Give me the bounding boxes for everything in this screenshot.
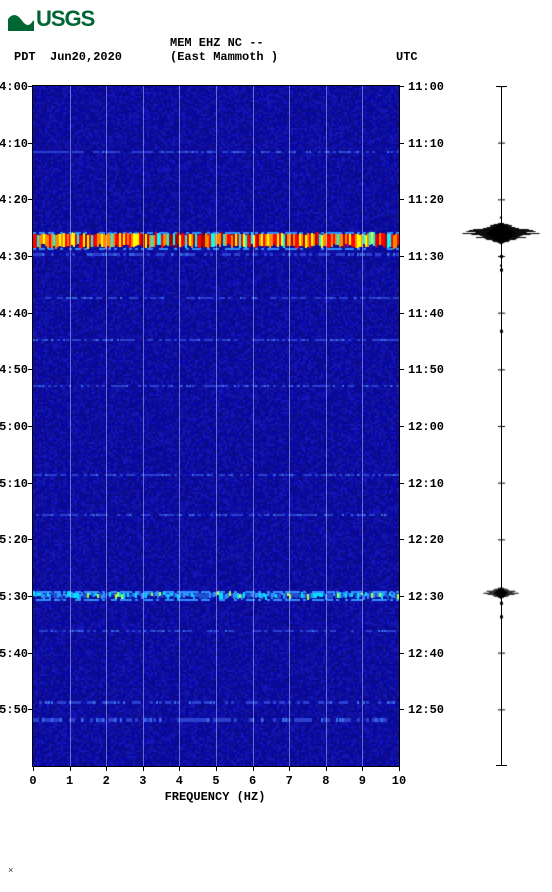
y-tick-mark: [28, 596, 33, 597]
y-tick-mark: [399, 369, 404, 370]
y-tick-mark: [399, 653, 404, 654]
y-tick-mark: [28, 256, 33, 257]
x-tick-mark: [362, 766, 363, 771]
x-tick: 2: [96, 774, 116, 788]
x-tick-mark: [289, 766, 290, 771]
y-tick-left: 05:00: [0, 420, 28, 434]
y-tick-left: 04:00: [0, 80, 28, 94]
y-tick-mark: [28, 653, 33, 654]
y-tick-right: 11:00: [408, 80, 448, 94]
y-tick-mark: [399, 426, 404, 427]
y-tick-mark: [399, 256, 404, 257]
x-tick: 1: [60, 774, 80, 788]
x-tick: 7: [279, 774, 299, 788]
y-tick-mark: [399, 199, 404, 200]
y-tick-left: 05:10: [0, 477, 28, 491]
x-tick: 10: [389, 774, 409, 788]
y-tick-right: 11:50: [408, 363, 448, 377]
x-tick-mark: [33, 766, 34, 771]
x-tick: 0: [23, 774, 43, 788]
y-tick-right: 12:50: [408, 703, 448, 717]
utc-label: UTC: [396, 50, 418, 64]
figure-container: USGS MEM EHZ NC -- (East Mammoth ) PDT J…: [0, 0, 552, 892]
y-tick-right: 11:20: [408, 193, 448, 207]
y-tick-mark: [399, 143, 404, 144]
y-tick-mark: [399, 313, 404, 314]
grid-line: [216, 86, 217, 766]
y-tick-left: 05:30: [0, 590, 28, 604]
y-tick-mark: [28, 426, 33, 427]
y-tick-left: 04:50: [0, 363, 28, 377]
y-tick-left: 04:10: [0, 137, 28, 151]
y-tick-left: 04:40: [0, 307, 28, 321]
x-tick: 5: [206, 774, 226, 788]
usgs-wave-icon: [8, 7, 34, 31]
y-tick-mark: [28, 86, 33, 87]
x-tick-mark: [253, 766, 254, 771]
y-tick-mark: [28, 199, 33, 200]
seismogram-trace: [456, 86, 546, 766]
grid-line: [253, 86, 254, 766]
x-tick: 6: [243, 774, 263, 788]
grid-line: [143, 86, 144, 766]
grid-line: [362, 86, 363, 766]
y-tick-mark: [399, 539, 404, 540]
y-tick-right: 12:30: [408, 590, 448, 604]
x-tick: 8: [316, 774, 336, 788]
y-tick-mark: [28, 539, 33, 540]
x-tick: 9: [352, 774, 372, 788]
x-tick-mark: [326, 766, 327, 771]
y-tick-left: 05:50: [0, 703, 28, 717]
y-tick-left: 04:30: [0, 250, 28, 264]
y-tick-right: 11:40: [408, 307, 448, 321]
x-tick-mark: [143, 766, 144, 771]
x-tick-mark: [179, 766, 180, 771]
y-tick-right: 12:40: [408, 647, 448, 661]
y-tick-right: 11:10: [408, 137, 448, 151]
pdt-label: PDT: [14, 50, 36, 64]
station-code: MEM EHZ NC --: [170, 36, 264, 50]
trace-canvas: [456, 86, 546, 766]
y-tick-mark: [399, 86, 404, 87]
corner-mark: ×: [8, 866, 13, 876]
station-location: (East Mammoth ): [170, 50, 278, 64]
grid-line: [289, 86, 290, 766]
grid-line: [326, 86, 327, 766]
usgs-logo-text: USGS: [36, 6, 94, 32]
x-tick: 3: [133, 774, 153, 788]
y-tick-mark: [28, 313, 33, 314]
y-tick-right: 12:10: [408, 477, 448, 491]
spectrogram-plot: [33, 86, 399, 766]
grid-line: [179, 86, 180, 766]
y-tick-left: 04:20: [0, 193, 28, 207]
y-tick-left: 05:20: [0, 533, 28, 547]
y-tick-left: 05:40: [0, 647, 28, 661]
y-tick-right: 12:00: [408, 420, 448, 434]
usgs-logo: USGS: [8, 6, 94, 32]
grid-line: [106, 86, 107, 766]
y-tick-right: 12:20: [408, 533, 448, 547]
y-tick-mark: [399, 596, 404, 597]
x-tick-mark: [399, 766, 400, 771]
y-tick-mark: [399, 483, 404, 484]
y-tick-right: 11:30: [408, 250, 448, 264]
date-label: Jun20,2020: [50, 50, 122, 64]
x-tick-mark: [106, 766, 107, 771]
y-tick-mark: [399, 709, 404, 710]
x-tick-mark: [70, 766, 71, 771]
y-tick-mark: [28, 483, 33, 484]
y-tick-mark: [28, 709, 33, 710]
x-tick-mark: [216, 766, 217, 771]
y-tick-mark: [28, 369, 33, 370]
y-tick-mark: [28, 143, 33, 144]
x-tick: 4: [169, 774, 189, 788]
grid-line: [70, 86, 71, 766]
x-axis-label: FREQUENCY (HZ): [0, 790, 430, 804]
